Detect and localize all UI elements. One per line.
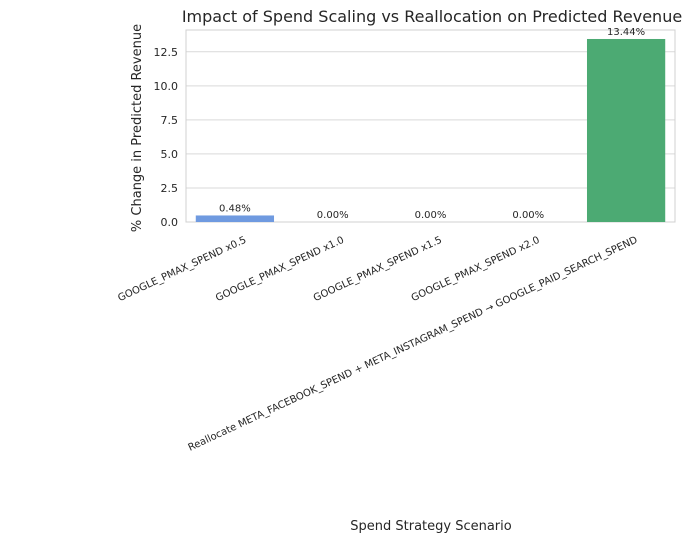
bar-data-label: 0.00%: [415, 210, 447, 221]
bar-data-label: 0.00%: [512, 210, 544, 221]
chart-title: Impact of Spend Scaling vs Reallocation …: [182, 7, 682, 26]
bar-data-label: 13.44%: [607, 27, 645, 38]
y-tick-label: 2.5: [161, 182, 179, 195]
bar-data-label: 0.00%: [317, 210, 349, 221]
y-tick-label: 12.5: [154, 46, 179, 59]
x-tick-label: Reallocate META_FACEBOOK_SPEND + META_IN…: [187, 235, 640, 454]
bar-data-label: 0.48%: [219, 203, 251, 214]
y-tick-label: 7.5: [161, 114, 179, 127]
bar: [586, 38, 666, 223]
bar: [195, 215, 275, 222]
y-tick-label: 5.0: [161, 148, 179, 161]
y-axis-label: % Change in Predicted Revenue: [130, 24, 145, 232]
y-tick-label: 0.0: [161, 216, 179, 229]
x-axis-label: Spend Strategy Scenario: [350, 519, 512, 534]
y-tick-label: 10.0: [154, 80, 179, 93]
plot-area: 0.02.55.07.510.012.50.48%GOOGLE_PMAX_SPE…: [116, 27, 676, 454]
plot-frame: [185, 29, 676, 223]
